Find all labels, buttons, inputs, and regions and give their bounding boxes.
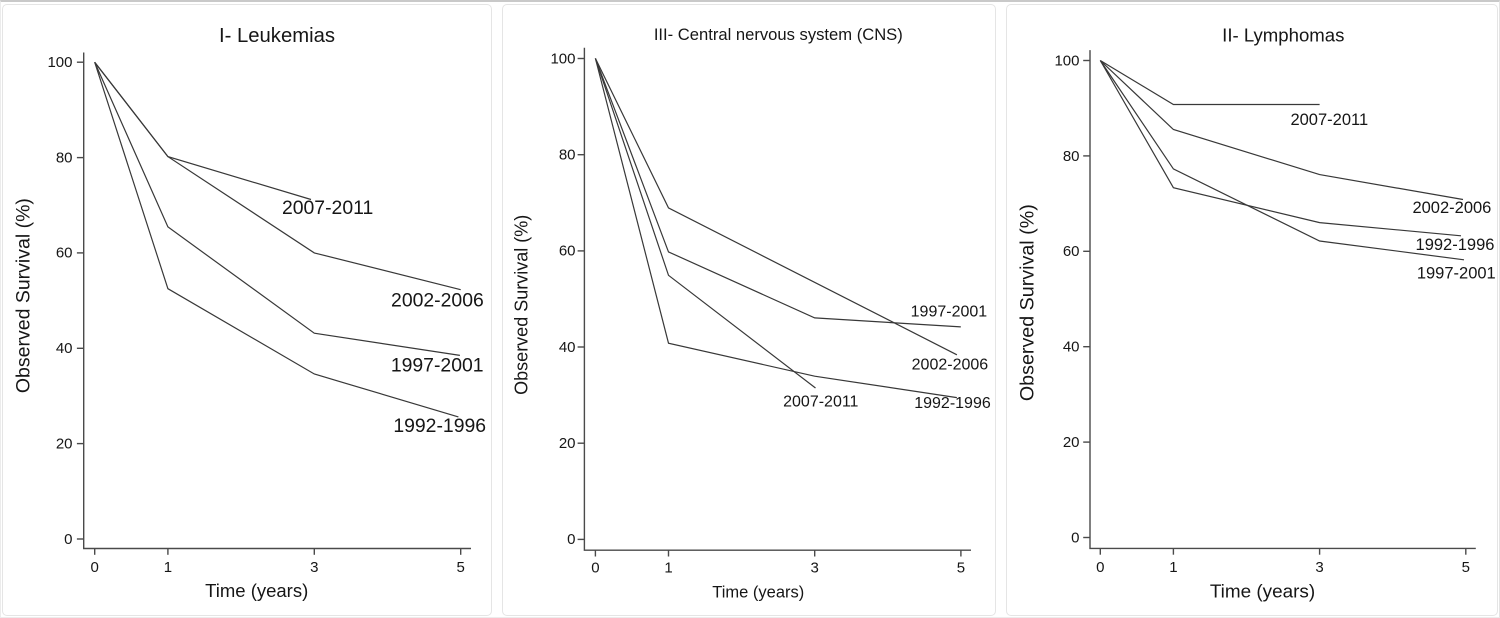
svg-text:20: 20	[559, 435, 576, 452]
svg-text:100: 100	[550, 50, 575, 67]
svg-text:0: 0	[567, 531, 575, 548]
svg-text:20: 20	[1063, 434, 1080, 451]
svg-text:III- Central nervous system (C: III- Central nervous system (CNS)	[654, 25, 903, 44]
svg-text:40: 40	[559, 339, 576, 356]
svg-text:1997-2001: 1997-2001	[1417, 265, 1496, 283]
svg-text:2007-2011: 2007-2011	[1290, 111, 1368, 129]
svg-text:60: 60	[559, 243, 576, 260]
svg-text:Observed Survival (%): Observed Survival (%)	[512, 215, 532, 395]
svg-text:1992-1996: 1992-1996	[1416, 236, 1495, 254]
svg-text:0: 0	[1096, 559, 1104, 576]
svg-text:0: 0	[64, 531, 72, 548]
svg-text:100: 100	[1054, 52, 1079, 69]
svg-text:60: 60	[56, 245, 73, 262]
svg-text:1: 1	[164, 559, 172, 576]
svg-text:1992-1996: 1992-1996	[393, 415, 486, 437]
svg-text:0: 0	[591, 560, 599, 577]
svg-text:Time (years): Time (years)	[1210, 582, 1315, 603]
svg-text:80: 80	[559, 147, 576, 164]
svg-text:5: 5	[1462, 559, 1470, 576]
svg-text:5: 5	[957, 560, 965, 577]
svg-text:Observed Survival (%): Observed Survival (%)	[13, 198, 35, 393]
svg-text:20: 20	[56, 435, 73, 452]
svg-text:Time (years): Time (years)	[205, 580, 308, 601]
svg-text:60: 60	[1063, 243, 1080, 260]
svg-text:2007-2011: 2007-2011	[783, 393, 858, 410]
svg-text:1992-1996: 1992-1996	[914, 395, 991, 412]
svg-text:II- Lymphomas: II- Lymphomas	[1222, 25, 1344, 46]
svg-text:2002-2006: 2002-2006	[912, 356, 989, 373]
svg-text:I- Leukemias: I- Leukemias	[219, 25, 335, 47]
svg-text:40: 40	[1063, 339, 1080, 356]
svg-text:Time (years): Time (years)	[712, 584, 804, 602]
svg-text:80: 80	[1063, 148, 1080, 165]
svg-text:3: 3	[811, 560, 819, 577]
svg-text:2007-2011: 2007-2011	[282, 197, 373, 219]
svg-text:100: 100	[47, 54, 72, 71]
svg-text:80: 80	[56, 149, 73, 166]
svg-text:1: 1	[664, 560, 672, 577]
svg-text:3: 3	[1315, 559, 1323, 576]
svg-text:2002-2006: 2002-2006	[1412, 199, 1491, 217]
svg-text:1997-2001: 1997-2001	[911, 304, 988, 321]
svg-text:1997-2001: 1997-2001	[391, 355, 484, 377]
svg-text:Observed Survival (%): Observed Survival (%)	[1017, 204, 1039, 401]
svg-text:5: 5	[457, 559, 465, 576]
svg-text:40: 40	[56, 340, 73, 357]
svg-text:0: 0	[1071, 529, 1079, 546]
svg-text:0: 0	[91, 559, 99, 576]
svg-text:1: 1	[1169, 559, 1177, 576]
svg-text:2002-2006: 2002-2006	[391, 290, 484, 312]
svg-text:3: 3	[310, 559, 318, 576]
